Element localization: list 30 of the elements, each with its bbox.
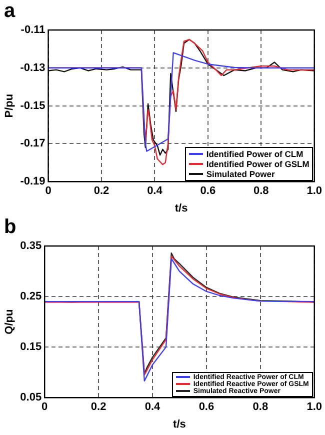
x-tick-label: 0.4 (147, 185, 164, 198)
y-tick-label: -0.13 (20, 62, 46, 74)
chart-title: a (4, 0, 16, 23)
legend-label: Simulated Power (206, 168, 275, 179)
x-tick-label: 0.6 (200, 185, 216, 198)
x-tick-label: 0.8 (252, 401, 268, 414)
y-tick-label: 0.05 (20, 392, 42, 404)
x-axis-title: t/s (174, 202, 188, 214)
chart-title: b (4, 216, 16, 239)
y-axis-title: P/pu (4, 94, 16, 118)
y-tick-label: 0.25 (20, 290, 42, 303)
x-tick-label: 0.6 (198, 401, 214, 414)
y-tick-label: -0.17 (20, 138, 46, 150)
x-tick-label: 1.0 (306, 401, 322, 414)
legend-label: Identified Power of CLM (206, 148, 304, 159)
x-tick-label: 0.2 (94, 185, 110, 198)
y-axis-title: Q/pu (4, 309, 16, 334)
x-axis-title: t/s (173, 418, 186, 430)
y-tick-label: 0.35 (20, 240, 42, 252)
y-tick-label: -0.19 (20, 176, 46, 188)
x-tick-label: 1.0 (306, 185, 322, 198)
x-tick-label: 0.2 (90, 401, 106, 414)
x-tick-label: 0.4 (144, 401, 162, 414)
y-tick-label: 0.15 (20, 341, 42, 354)
y-tick-label: -0.15 (20, 100, 46, 112)
x-tick-label: 0 (45, 185, 52, 198)
y-tick-label: -0.11 (20, 24, 46, 36)
x-tick-label: 0 (42, 401, 48, 414)
legend-label: Identified Power of GSLM (206, 158, 310, 169)
x-tick-label: 0.8 (253, 185, 269, 198)
